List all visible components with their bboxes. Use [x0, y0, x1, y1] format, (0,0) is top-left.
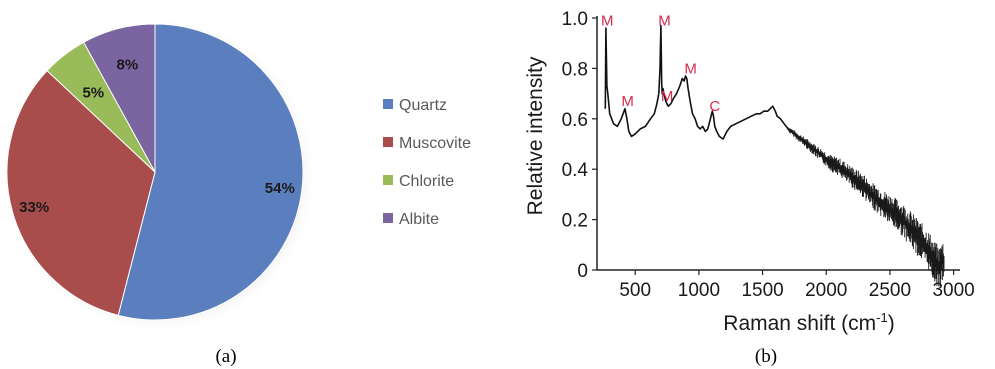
x-axis-title-main: Raman shift (cm	[723, 312, 876, 335]
peak-label-m: M	[684, 60, 697, 77]
legend-label-muscovite: Muscovite	[399, 135, 471, 152]
pie-label-quartz: 54%	[265, 180, 295, 197]
legend-item-muscovite: Muscovite	[383, 135, 471, 152]
x-axis-title-sup: -1	[876, 310, 888, 325]
y-tick-label: 0.8	[562, 59, 588, 80]
peak-label-m: M	[621, 93, 634, 110]
y-axis-title: Relative intensity	[524, 56, 547, 215]
peak-label-m: M	[658, 13, 671, 30]
pie-legend: Quartz Muscovite Chlorite Albite	[383, 97, 471, 228]
legend-swatch-muscovite	[383, 137, 393, 147]
x-tick-label: 500	[619, 280, 651, 301]
pie-label-albite: 8%	[117, 57, 139, 74]
legend-label-albite: Albite	[399, 211, 439, 228]
caption-b: (b)	[755, 346, 777, 367]
legend-label-chlorite: Chlorite	[399, 173, 454, 190]
x-tick-label: 2500	[869, 280, 911, 301]
legend-swatch-quartz	[383, 99, 393, 109]
x-tick-label: 1000	[678, 280, 720, 301]
peak-label-c: C	[709, 98, 720, 115]
pie-chart-panel: 54% 33% 5% 8%	[0, 16, 318, 334]
y-tick-label: 0.6	[562, 110, 588, 131]
legend-item-quartz: Quartz	[383, 97, 447, 114]
y-tick-label: 0.4	[562, 160, 589, 181]
y-tick-label: 1.0	[562, 9, 588, 30]
pie-label-muscovite: 33%	[19, 199, 49, 216]
y-ticks: 0 0.2 0.4 0.6 0.8 1.0	[562, 9, 597, 282]
x-axis-title-end: )	[888, 312, 895, 335]
pie-labels: 54% 33% 5% 8%	[19, 57, 295, 217]
y-tick-label: 0.2	[562, 211, 588, 232]
legend-item-albite: Albite	[383, 211, 439, 228]
pie-slices	[6, 23, 304, 321]
legend-swatch-albite	[383, 213, 393, 223]
x-tick-label: 3000	[932, 280, 974, 301]
y-tick-label: 0	[577, 261, 588, 282]
raman-spectrum-line	[604, 24, 945, 269]
raman-axes	[596, 16, 960, 271]
x-ticks: 500 1000 1500 2000 2500 3000	[619, 270, 975, 301]
legend-item-chlorite: Chlorite	[383, 173, 454, 190]
peak-label-m: M	[601, 13, 614, 30]
spectrum-noise	[787, 127, 945, 287]
raman-chart-panel: 0 0.2 0.4 0.6 0.8 1.0 500 1000 1500 2000 2500 3000…	[524, 9, 975, 335]
pie-slice-muscovite	[6, 69, 156, 316]
x-axis-title: Raman shift (cm-1)	[723, 310, 894, 335]
pie-slice-quartz	[117, 23, 304, 321]
legend-label-quartz: Quartz	[399, 97, 447, 114]
pie-label-chlorite: 5%	[82, 85, 104, 102]
pie-slice-albite	[83, 23, 156, 173]
legend-swatch-chlorite	[383, 175, 393, 185]
x-tick-label: 2000	[805, 280, 847, 301]
caption-a: (a)	[215, 346, 236, 367]
x-tick-label: 1500	[741, 280, 783, 301]
peak-label-m: M	[661, 88, 674, 105]
